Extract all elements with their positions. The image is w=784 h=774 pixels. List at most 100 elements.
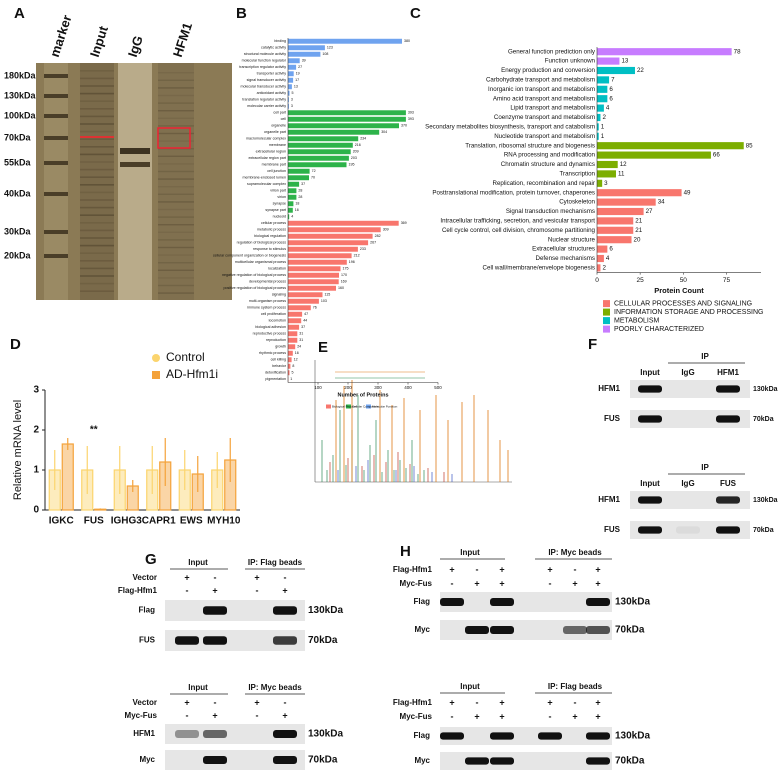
category-label: virion part	[270, 189, 286, 193]
value-label: 233	[360, 247, 366, 251]
gel-band	[158, 292, 194, 294]
value-label: 22	[637, 67, 644, 74]
value-label: 3	[291, 104, 293, 108]
gel-band	[80, 267, 114, 270]
category-label: binding	[274, 39, 286, 43]
bar	[597, 189, 682, 197]
category-label: negative regulation of biological proces…	[222, 273, 286, 277]
bar	[288, 318, 302, 324]
category-label: localization	[268, 267, 286, 271]
value-label: 1	[601, 133, 605, 140]
condition-label: Vector	[133, 698, 157, 707]
gel-band	[80, 252, 114, 254]
row-label: FUS	[604, 414, 621, 423]
x-tick-label: 200	[344, 385, 352, 390]
row-label: Flag	[139, 606, 156, 615]
bar	[288, 110, 406, 116]
blot	[165, 630, 305, 651]
value-label: 195	[349, 163, 355, 167]
category-label: Cytoskeleton	[559, 199, 595, 206]
blot-band	[538, 732, 562, 740]
category-label: detoxification	[265, 371, 286, 375]
gel-band	[158, 262, 194, 264]
bar	[288, 194, 297, 200]
blot	[630, 410, 750, 428]
sign: -	[186, 710, 189, 720]
legend-label: Control	[166, 350, 205, 364]
lane	[158, 63, 194, 300]
bar	[597, 226, 634, 234]
gel-band	[158, 155, 194, 157]
value-label: 34	[658, 199, 665, 206]
value-label: 4	[291, 215, 293, 219]
marker-label: 30kDa	[4, 226, 32, 236]
category-label: reproduction	[266, 338, 286, 342]
gel-band	[158, 94, 194, 97]
blot-band	[440, 598, 464, 606]
bar	[597, 123, 599, 131]
x-axis-title: Protein Count	[654, 286, 704, 295]
lane	[44, 63, 68, 300]
bar	[597, 170, 616, 178]
row-label: FUS	[604, 525, 621, 534]
x-tick-label: MYH10	[207, 516, 241, 527]
bar	[288, 116, 406, 122]
lane	[80, 63, 114, 300]
sign: +	[449, 564, 454, 574]
category-label: membrane	[269, 143, 286, 147]
row-label: Myc	[414, 625, 430, 634]
category-label: immune system process	[247, 306, 286, 310]
blot-band	[273, 636, 297, 645]
sign: +	[282, 710, 287, 720]
value-label: 21	[635, 218, 642, 225]
sign: +	[184, 572, 189, 582]
blot	[630, 521, 750, 539]
legend-swatch	[326, 404, 331, 409]
value-label: 16	[295, 351, 299, 355]
category-label: cell proliferation	[261, 312, 286, 316]
bar	[288, 311, 303, 317]
lane-label: IgG	[681, 368, 694, 377]
blot-band	[586, 626, 610, 634]
gel-band	[158, 284, 194, 287]
legend-marker	[152, 371, 160, 379]
value-label: 85	[746, 142, 753, 149]
blot-band	[586, 598, 610, 606]
blot-band	[175, 636, 199, 645]
row-label: Myc	[139, 755, 155, 764]
size-label: 70kDa	[308, 635, 338, 646]
gel-band	[158, 216, 194, 218]
sign: -	[186, 585, 189, 595]
category-label: regulation of biological process	[237, 241, 287, 245]
category-label: multi-organism process	[249, 299, 286, 303]
gel-band	[80, 214, 114, 216]
value-label: 2	[602, 265, 606, 272]
value-label: 370	[401, 124, 407, 128]
x-tick-label: 0	[595, 277, 599, 284]
bar	[288, 64, 297, 70]
value-label: 17	[295, 78, 299, 82]
gel-band	[44, 230, 68, 234]
category-label: synapse	[273, 202, 286, 206]
bar	[61, 443, 74, 511]
gel-band	[80, 237, 114, 239]
blot-band	[638, 526, 662, 534]
gel-band	[80, 275, 114, 277]
panel-letter: B	[236, 5, 247, 22]
category-label: cellular process	[261, 221, 286, 225]
category-label: Lipid transport and metabolism	[510, 105, 595, 112]
bar	[288, 344, 296, 350]
value-label: 8	[292, 364, 294, 368]
x-tick-label: 25	[637, 277, 645, 284]
blot-band	[203, 636, 227, 645]
gel-band	[80, 77, 114, 80]
gel-band	[80, 244, 114, 247]
value-label: 216	[355, 143, 361, 147]
value-label: 108	[322, 52, 328, 56]
bar	[288, 292, 323, 298]
gel-band	[80, 146, 114, 148]
bar	[288, 155, 349, 161]
marker-label: 55kDa	[4, 157, 32, 167]
row-label: Myc	[414, 756, 430, 765]
bar	[288, 331, 298, 337]
